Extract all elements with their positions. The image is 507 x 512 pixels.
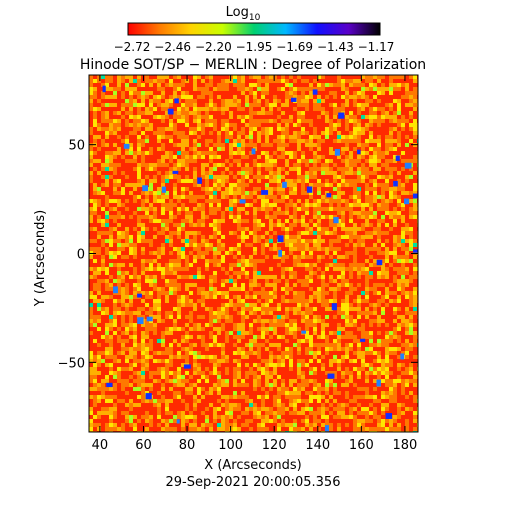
colorbar-ticks: −2.72 −2.46 −2.20 −1.95 −1.69 −1.43 −1.17 bbox=[114, 40, 395, 54]
colorbar-tick-label: −2.20 bbox=[195, 40, 232, 54]
x-tick-label: 60 bbox=[135, 438, 152, 453]
x-tick-label: 160 bbox=[349, 438, 374, 453]
y-tick-label: 50 bbox=[68, 139, 85, 154]
y-axis-label: Y (Arcseconds) bbox=[33, 210, 48, 307]
x-tick-label: 180 bbox=[393, 438, 418, 453]
colorbar: Log10 −2.72 −2.46 −2.20 −1.95 −1.69 −1.43 −1.1… bbox=[114, 5, 395, 54]
colorbar-tick-label: −1.69 bbox=[276, 40, 313, 54]
chart-title: Hinode SOT/SP − MERLIN : Degree of Polar… bbox=[80, 57, 426, 73]
y-tick-label: −50 bbox=[58, 356, 85, 371]
heatmap-image bbox=[89, 75, 418, 432]
x-axis: 40 60 80 100 120 140 160 180 bbox=[92, 75, 418, 453]
colorbar-tick-label: −1.43 bbox=[317, 40, 354, 54]
colorbar-label: Log10 bbox=[226, 5, 261, 23]
x-tick-label: 40 bbox=[92, 438, 109, 453]
y-axis: −50 0 50 bbox=[58, 139, 418, 371]
colorbar-strip bbox=[127, 22, 381, 36]
y-tick-label: 0 bbox=[77, 248, 85, 263]
colorbar-tick-label: −1.17 bbox=[358, 40, 395, 54]
x-tick-label: 100 bbox=[218, 438, 243, 453]
x-tick-label: 120 bbox=[262, 438, 287, 453]
x-tick-label: 140 bbox=[305, 438, 330, 453]
x-axis-label: X (Arcseconds) bbox=[204, 458, 301, 473]
colorbar-tick-label: −2.72 bbox=[114, 40, 151, 54]
x-tick-label: 80 bbox=[179, 438, 196, 453]
colorbar-tick-label: −1.95 bbox=[236, 40, 273, 54]
timestamp: 29-Sep-2021 20:00:05.356 bbox=[166, 475, 341, 490]
heatmap-cells bbox=[89, 75, 418, 432]
colorbar-tick-label: −2.46 bbox=[154, 40, 191, 54]
